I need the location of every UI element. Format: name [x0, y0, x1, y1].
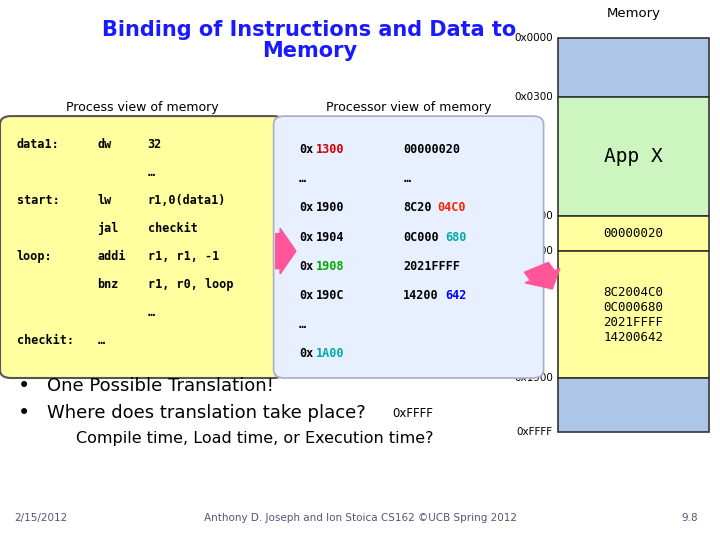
Text: …: … [403, 172, 410, 185]
Text: start:: start: [17, 194, 59, 207]
FancyBboxPatch shape [0, 116, 284, 378]
Text: Binding of Instructions and Data to: Binding of Instructions and Data to [102, 19, 517, 40]
Text: data1:: data1: [17, 138, 59, 151]
FancyBboxPatch shape [274, 116, 544, 378]
Text: loop:: loop: [17, 250, 52, 263]
Text: …: … [148, 166, 155, 179]
Text: 190C: 190C [316, 289, 344, 302]
Text: 1908: 1908 [316, 260, 344, 273]
Text: addi: addi [97, 250, 126, 263]
Text: 0x0000: 0x0000 [514, 33, 553, 43]
Text: 14200: 14200 [403, 289, 438, 302]
Text: jal: jal [97, 222, 119, 235]
Text: 642: 642 [446, 289, 467, 302]
Text: 0x: 0x [299, 289, 313, 302]
Text: 1904: 1904 [316, 231, 344, 244]
Text: dw: dw [97, 138, 112, 151]
Text: r1,0(data1): r1,0(data1) [148, 194, 226, 207]
Bar [558, 38, 709, 97]
FancyArrow shape [276, 228, 296, 274]
Text: 2021FFFF: 2021FFFF [403, 260, 460, 273]
Text: …: … [299, 318, 306, 331]
Text: 0x: 0x [299, 201, 313, 214]
Text: checkit:: checkit: [17, 334, 73, 347]
Text: 0x1300: 0x1300 [514, 246, 553, 256]
Text: 0xFFFF: 0xFFFF [517, 427, 553, 437]
Text: 00000020: 00000020 [403, 143, 460, 156]
Text: …: … [148, 306, 155, 319]
Text: 8C2004C0
0C000680
2021FFFF
14200642: 8C2004C0 0C000680 2021FFFF 14200642 [603, 286, 664, 343]
Text: 680: 680 [446, 231, 467, 244]
Text: 0C000: 0C000 [403, 231, 438, 244]
Text: •: • [18, 376, 30, 396]
Text: bnz: bnz [97, 278, 119, 291]
Bar [558, 378, 709, 432]
Text: 1300: 1300 [316, 143, 344, 156]
Text: Anthony D. Joseph and Ion Stoica CS162 ©UCB Spring 2012: Anthony D. Joseph and Ion Stoica CS162 ©… [204, 514, 516, 523]
Text: 1A00: 1A00 [316, 347, 344, 360]
Text: One Possible Translation!: One Possible Translation! [47, 377, 274, 395]
Text: Where does translation take place?: Where does translation take place? [47, 404, 366, 422]
Text: 0x: 0x [299, 347, 313, 360]
FancyArrow shape [524, 262, 560, 289]
Text: 04C0: 04C0 [437, 201, 466, 214]
Text: 0xFFFF: 0xFFFF [392, 407, 433, 420]
Text: …: … [97, 334, 104, 347]
Text: checkit: checkit [148, 222, 197, 235]
Text: Process view of memory: Process view of memory [66, 102, 218, 114]
Text: r1, r0, loop: r1, r0, loop [148, 278, 233, 291]
Text: …: … [299, 172, 306, 185]
Bar [558, 216, 709, 251]
Bar [558, 251, 709, 378]
Text: 8C20: 8C20 [403, 201, 432, 214]
Text: 0x0900: 0x0900 [514, 211, 553, 221]
Text: 0x0300: 0x0300 [514, 92, 553, 102]
Text: Memory: Memory [262, 41, 357, 62]
Bar [558, 97, 709, 216]
Text: 00000020: 00000020 [603, 227, 664, 240]
Text: lw: lw [97, 194, 112, 207]
Text: Compile time, Load time, or Execution time?: Compile time, Load time, or Execution ti… [76, 431, 433, 446]
Text: 2/15/2012: 2/15/2012 [14, 514, 68, 523]
Text: •: • [18, 403, 30, 423]
Text: 0x: 0x [299, 260, 313, 273]
Text: 32: 32 [148, 138, 162, 151]
Text: 1900: 1900 [316, 201, 344, 214]
Text: 0x: 0x [299, 143, 313, 156]
Text: 0x: 0x [299, 231, 313, 244]
Text: 9.8: 9.8 [682, 514, 698, 523]
Text: App X: App X [604, 147, 663, 166]
Text: Memory: Memory [606, 7, 661, 20]
Text: 0x1900: 0x1900 [514, 373, 553, 383]
Text: Processor view of memory: Processor view of memory [326, 102, 491, 114]
Text: r1, r1, -1: r1, r1, -1 [148, 250, 219, 263]
